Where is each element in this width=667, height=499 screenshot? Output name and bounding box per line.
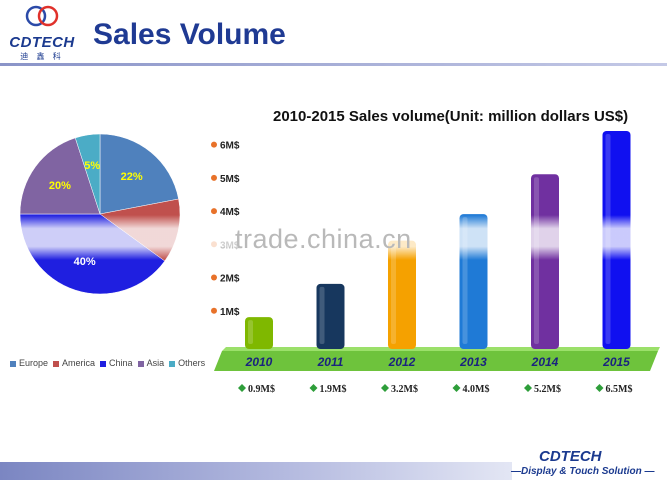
value-label: 6.5M$: [606, 384, 633, 395]
value-diamond-icon: [595, 384, 604, 392]
x-tick-label: 2010: [245, 355, 273, 369]
legend-swatch: [169, 360, 176, 367]
footer-strip: [0, 480, 667, 499]
y-tick-bullet: [211, 141, 217, 148]
x-tick-label: 2015: [602, 355, 630, 369]
bar-highlight: [248, 320, 253, 344]
y-tick-bullet: [211, 208, 217, 215]
legend-label: Europe: [19, 358, 49, 368]
bar-highlight: [319, 286, 325, 344]
legend-label: Asia: [146, 358, 165, 368]
legend-item: Europe: [10, 358, 48, 368]
bar-chart-title: 2010-2015 Sales volume(Unit: million dol…: [273, 108, 629, 125]
footer-bar: [0, 462, 512, 480]
x-tick-label: 2013: [459, 355, 487, 369]
legend-swatch: [53, 360, 60, 367]
pie-slice-europe: [99, 133, 179, 215]
y-tick-label: 6M$: [220, 141, 240, 152]
value-label: 4.0M$: [463, 384, 490, 395]
bar-2011: [316, 283, 345, 349]
logo-rings-icon: [25, 5, 59, 27]
pie-slice-others: [74, 133, 101, 215]
value-diamond-icon: [238, 384, 246, 392]
value-diamond-icon: [452, 384, 461, 392]
watermark-text: trade.china.cn: [235, 224, 412, 254]
x-axis-platform: [214, 351, 658, 371]
x-tick-label: 2014: [531, 355, 559, 369]
page-title: Sales Volume: [93, 18, 286, 51]
y-tick-bullet: [211, 174, 217, 181]
logo-text: CDTECH: [9, 34, 75, 51]
value-label: 3.2M$: [391, 384, 418, 395]
legend-label: China: [109, 358, 133, 368]
header-divider: [0, 63, 667, 66]
pie-slice-asia: [19, 137, 101, 215]
y-tick-bullet: [211, 307, 217, 314]
bar-2010: [245, 317, 273, 349]
y-tick-bullet: [211, 274, 217, 281]
y-tick-label: 5M$: [220, 174, 240, 185]
legend-item: Asia: [137, 358, 165, 368]
x-axis-platform-top: [222, 347, 660, 351]
legend-item: Others: [169, 358, 205, 368]
pie-legend: Europe America China Asia Others: [10, 358, 210, 368]
company-logo: CDTECH 迪 鑫 科: [4, 2, 80, 61]
y-tick-label: 4M$: [220, 207, 240, 218]
value-diamond-icon: [309, 384, 318, 392]
bar-2012: [388, 240, 416, 349]
value-label: 0.9M$: [248, 384, 275, 395]
pie-value-label: 22%: [121, 171, 143, 183]
logo-subtext: 迪 鑫 科: [20, 52, 64, 61]
footer-brand: CDTECH: [539, 448, 602, 465]
x-tick-label: 2011: [317, 355, 344, 369]
value-diamond-icon: [524, 384, 532, 392]
legend-swatch: [10, 360, 16, 367]
legend-item: China: [100, 358, 133, 368]
value-label: 1.9M$: [320, 384, 347, 395]
bar-highlight: [534, 177, 539, 344]
pie-value-label: 20%: [49, 180, 71, 192]
x-tick-label: 2012: [388, 355, 416, 369]
pie-value-label: 5%: [84, 160, 100, 172]
header: CDTECH 迪 鑫 科 Sales Volume: [0, 0, 667, 66]
legend-item: America: [53, 358, 95, 368]
legend-swatch: [137, 360, 144, 367]
watermark-band: [0, 215, 667, 260]
legend-swatch: [100, 360, 107, 367]
legend-label: America: [62, 358, 96, 368]
footer-tagline: —Display & Touch Solution —: [511, 466, 655, 477]
bar-highlight: [391, 243, 396, 344]
value-label: 5.2M$: [534, 384, 561, 395]
legend-label: Others: [178, 358, 206, 368]
value-diamond-icon: [381, 384, 389, 392]
y-tick-label: 2M$: [220, 274, 240, 285]
y-tick-label: 1M$: [220, 307, 240, 318]
